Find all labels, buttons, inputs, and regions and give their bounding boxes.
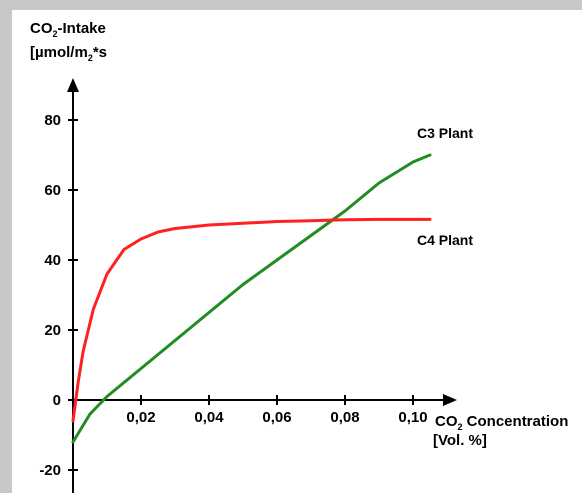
y-tick-label: 60 — [44, 182, 61, 199]
y-tick-label: -20 — [39, 462, 61, 479]
x-tick-label: 0,04 — [194, 409, 224, 426]
x-tick-label: 0,10 — [398, 409, 427, 426]
series-label-c3: C3 Plant — [417, 125, 473, 141]
chart-frame: 0,02 0,04 0,06 0,08 0,10 80 60 40 20 0 -20 CO2-Int… — [12, 10, 582, 493]
x-axis-arrow — [443, 394, 457, 406]
x-tick-label: 0,02 — [126, 409, 155, 426]
series-line-c4 — [71, 217, 432, 423]
y-tick-label: 20 — [44, 322, 61, 339]
y-axis-title-line1: CO2-Intake — [30, 20, 106, 39]
y-tick-label: 40 — [44, 252, 61, 269]
x-tick-label: 0,08 — [330, 409, 359, 426]
series-line-c3 — [71, 153, 432, 444]
y-tick-label: 80 — [44, 112, 61, 129]
x-tick-label: 0,06 — [262, 409, 291, 426]
x-axis-title-line2: [Vol. %] — [433, 432, 487, 449]
y-tick-label: 0 — [53, 392, 61, 409]
y-axis-arrow — [67, 78, 79, 92]
series-label-c4: C4 Plant — [417, 232, 473, 248]
y-axis-title-line2: [µmol/m2*s — [30, 44, 107, 63]
line-chart: 0,02 0,04 0,06 0,08 0,10 80 60 40 20 0 -20 CO2-Int… — [30, 20, 568, 493]
x-axis-title-line1: CO2 Concentration — [435, 413, 568, 432]
